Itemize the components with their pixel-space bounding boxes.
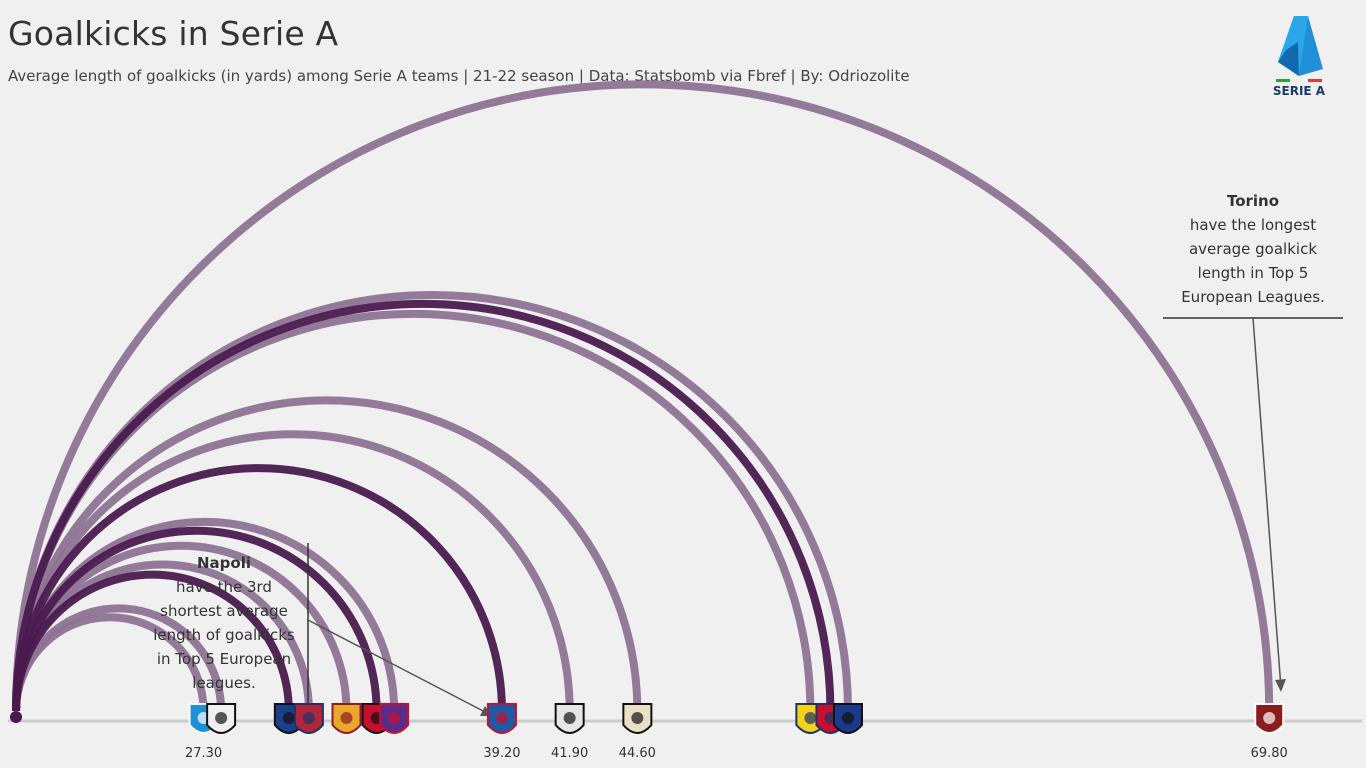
napoli-annotation-line-1: have the 3rd <box>176 578 272 596</box>
juventus-badge-icon <box>206 703 237 734</box>
arc-spezia <box>12 396 642 712</box>
value-label-torino: 69.80 <box>1251 746 1288 761</box>
torino-annotation-line-4: European Leagues. <box>1181 288 1325 306</box>
torino-annotation: Torino have the longest average goalkick… <box>1163 189 1343 309</box>
arc-cagliari <box>12 299 835 712</box>
arc-milan <box>12 526 381 712</box>
torino-annotation-pointer <box>1252 317 1282 689</box>
napoli-annotation-line-5: leagues. <box>192 674 256 692</box>
bologna-badge-icon <box>293 703 324 734</box>
torino-annotation-line-2: average goalkick <box>1188 240 1318 258</box>
value-label-empoli: 39.20 <box>483 746 520 761</box>
torino-annotation-team: Torino <box>1226 192 1280 210</box>
arc-empoli <box>12 464 506 712</box>
empoli-badge-icon <box>486 703 517 734</box>
torino-annotation-line-1: have the longest <box>1189 216 1317 234</box>
chart-title: Goalkicks in Serie A <box>8 14 339 53</box>
serie-a-logo: SERIE A <box>1268 14 1330 102</box>
napoli-annotation-team: Napoli <box>196 554 251 572</box>
arc-origin <box>10 711 22 723</box>
value-label-udinese: 41.90 <box>551 746 588 761</box>
chart-subtitle: Average length of goalkicks (in yards) a… <box>8 67 910 85</box>
torino-badge-icon <box>1254 703 1285 734</box>
value-labels-group: 27.30 39.20 41.90 44.60 69.80 <box>185 746 1288 761</box>
napoli-annotation-pointer <box>307 619 488 714</box>
value-label-spezia: 44.60 <box>619 746 656 761</box>
napoli-annotation: Napoli have the 3rd shortest average len… <box>140 551 308 695</box>
atalanta-badge-icon <box>832 703 863 734</box>
napoli-annotation-line-2: shortest average <box>160 602 288 620</box>
arcs-group <box>10 80 1274 723</box>
badges-group <box>188 703 1285 734</box>
torino-arrowhead <box>1275 679 1286 692</box>
arc-torino <box>12 80 1274 712</box>
napoli-annotation-line-3: length of goalkicks <box>153 626 295 644</box>
serie-a-logo-icon <box>1276 16 1323 82</box>
napoli-annotation-line-4: in Top 5 European <box>156 650 292 668</box>
torino-annotation-line-3: length in Top 5 <box>1197 264 1309 282</box>
spezia-badge-icon <box>622 703 653 734</box>
udinese-badge-icon <box>554 703 585 734</box>
fiorentina-badge-icon <box>379 703 410 734</box>
value-label-napoli: 27.30 <box>185 746 222 761</box>
roma-badge-icon <box>331 703 362 734</box>
serie-a-logo-text: SERIE A <box>1272 84 1326 98</box>
arc-hellas-verona <box>12 309 815 712</box>
